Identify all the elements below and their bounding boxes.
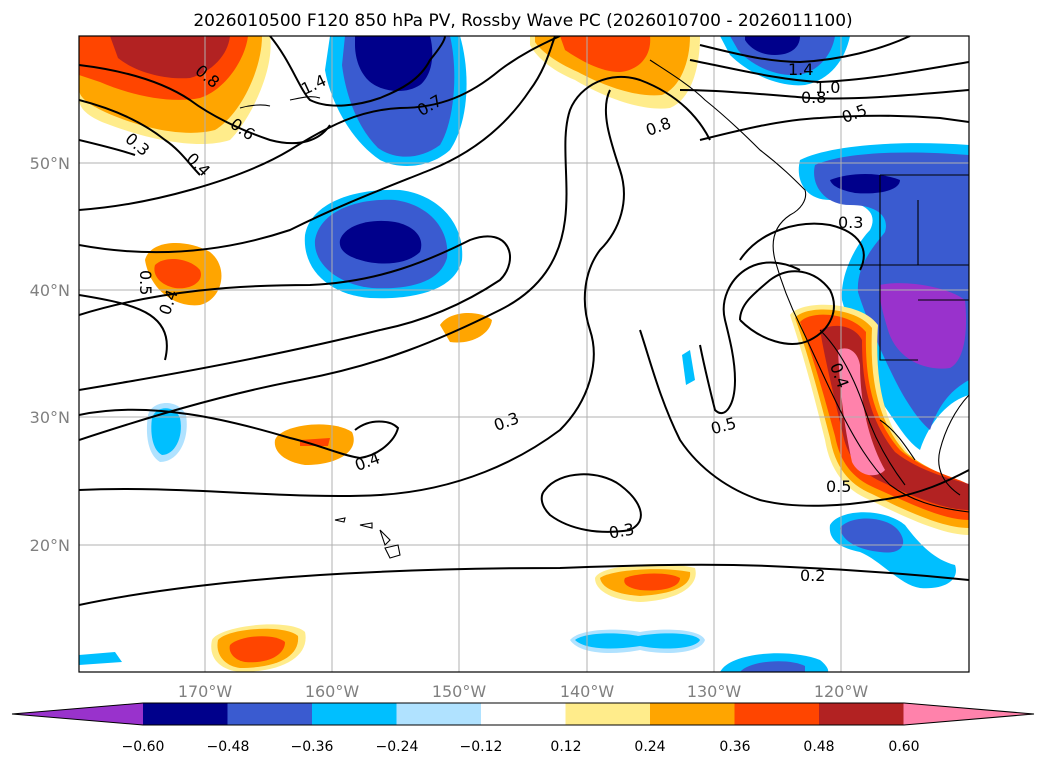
lat-tick-labels: 50°N 40°N 30°N 20°N — [30, 154, 70, 555]
pv-contours — [79, 36, 969, 606]
colorbar-segment — [143, 703, 228, 725]
contour-label: 0.2 — [800, 566, 825, 585]
lon-tick-label: 170°W — [178, 682, 233, 701]
colorbar-tick-label: 0.36 — [719, 739, 750, 755]
contour-label: 1.4 — [788, 60, 813, 79]
colorbar-segments — [12, 703, 1034, 725]
map-frame — [78, 35, 970, 673]
map-title: 2026010500 F120 850 hPa PV, Rossby Wave … — [193, 11, 852, 31]
lat-tick-label: 20°N — [30, 536, 70, 555]
colorbar-extend-max — [903, 703, 1034, 725]
lon-tick-label: 140°W — [560, 682, 615, 701]
lon-tick-label: 150°W — [432, 682, 487, 701]
lat-tick-label: 50°N — [30, 154, 70, 173]
colorbar-ticks: −0.60 −0.48 −0.36 −0.24 −0.12 0.12 0.24 … — [122, 739, 920, 755]
lon-tick-labels: 170°W 160°W 150°W 140°W 130°W 120°W — [178, 682, 869, 701]
colorbar-tick-label: −0.12 — [460, 739, 503, 755]
colorbar-tick-label: −0.60 — [122, 739, 165, 755]
colorbar-segment — [734, 703, 820, 725]
contour-label: 0.3 — [607, 519, 635, 542]
colorbar-tick-label: −0.24 — [376, 739, 419, 755]
colorbar-tick-label: 0.48 — [803, 739, 834, 755]
lat-tick-label: 30°N — [30, 408, 70, 427]
lon-tick-label: 120°W — [814, 682, 869, 701]
coastlines — [239, 59, 969, 559]
pv-fill-layer — [79, 36, 969, 672]
contour-label: 0.5 — [826, 477, 851, 496]
colorbar-tick-label: 0.60 — [888, 739, 919, 755]
colorbar-segment — [565, 703, 651, 725]
contour-label: 1.0 — [815, 78, 840, 97]
contour-label: 0.8 — [801, 88, 826, 107]
colorbar-segment — [819, 703, 904, 725]
lat-tick-label: 40°N — [30, 281, 70, 300]
colorbar-tick-label: −0.36 — [291, 739, 334, 755]
contour-label: 0.5 — [136, 270, 155, 295]
colorbar-segment — [312, 703, 397, 725]
colorbar-segment — [227, 703, 313, 725]
colorbar-tick-label: −0.48 — [207, 739, 250, 755]
colorbar-segment — [481, 703, 566, 725]
colorbar-tick-label: 0.24 — [634, 739, 665, 755]
colorbar-extend-min — [12, 703, 143, 725]
lon-tick-label: 160°W — [305, 682, 360, 701]
colorbar-outline — [11, 702, 1035, 726]
contour-label: 0.3 — [838, 213, 863, 232]
map-panel: 0.8 1.4 0.7 0.6 0.4 0.3 0.8 1.4 1.0 0.8 … — [78, 35, 970, 673]
lon-tick-label: 130°W — [687, 682, 742, 701]
map-gridlines — [79, 36, 969, 672]
colorbar-segment — [650, 703, 735, 725]
colorbar: −0.60 −0.48 −0.36 −0.24 −0.12 0.12 0.24 … — [11, 702, 1035, 755]
colorbar-tick-label: 0.12 — [550, 739, 581, 755]
colorbar-segment — [396, 703, 482, 725]
